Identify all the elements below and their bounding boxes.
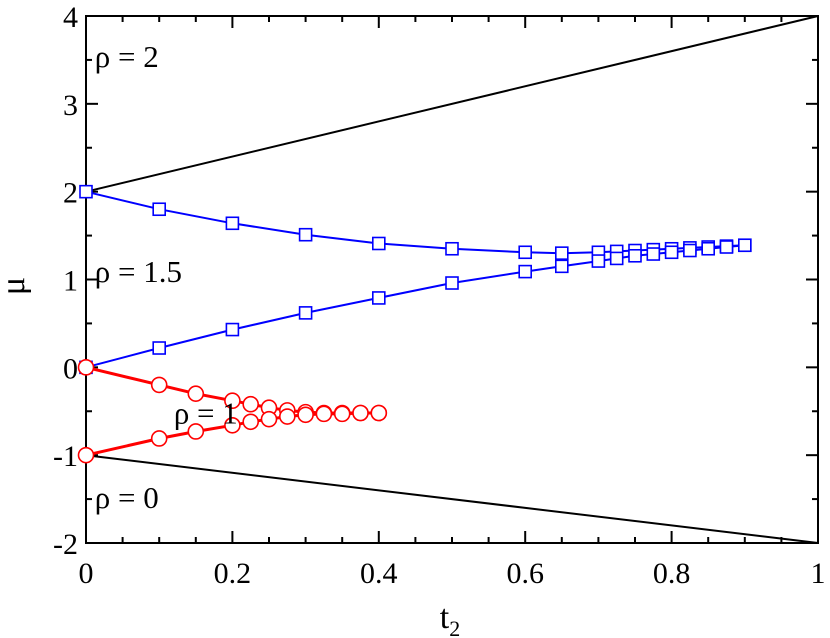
annotations: ρ = 2 ρ = 1.5 ρ = 1 ρ = 0 [95, 39, 238, 515]
data-point [242, 413, 259, 431]
region-label: ρ = 1.5 [95, 254, 182, 289]
data-point [242, 395, 259, 413]
data-point [701, 241, 716, 256]
data-point [518, 264, 533, 279]
x-axis-title-main: t [440, 599, 450, 636]
data-point [719, 240, 734, 254]
series-line [85, 454, 819, 544]
data-point [297, 406, 314, 424]
data-point [224, 392, 241, 410]
y-tick-label: -1 [53, 440, 78, 473]
data-point [315, 405, 333, 423]
data-point [664, 245, 679, 260]
data-point [445, 276, 459, 290]
data-point [152, 202, 166, 217]
series-layer [77, 15, 819, 544]
region-label: ρ = 1 [174, 396, 238, 431]
data-point [278, 408, 296, 425]
data-point [225, 322, 240, 337]
axis-ticks: 0 0.2 0.4 0.6 0.8 1 -2 -1 0 1 2 3 4 [53, 1, 826, 590]
x-tick-label: 0.6 [506, 557, 544, 590]
data-point [445, 241, 459, 256]
data-point [225, 216, 240, 231]
y-axis-title: μ [0, 277, 32, 295]
y-tick-label: 1 [63, 265, 78, 298]
x-tick-label: 0.4 [360, 557, 398, 590]
y-tick-label: 3 [63, 89, 78, 122]
y-tick-label: 2 [63, 177, 78, 210]
data-point [260, 410, 278, 428]
data-point [554, 259, 569, 274]
x-tick-label: 1 [811, 557, 826, 590]
series-3 [79, 238, 752, 375]
region-label: ρ = 2 [95, 39, 159, 74]
data-point [77, 446, 95, 464]
data-point [187, 423, 205, 440]
data-point [737, 238, 752, 253]
y-tick-label: -2 [53, 528, 78, 561]
series-5 [77, 404, 388, 464]
data-point [646, 247, 661, 261]
data-point [79, 184, 93, 199]
data-point [333, 405, 351, 423]
x-tick-label: 0 [79, 557, 94, 590]
data-point [371, 236, 386, 251]
data-point [298, 227, 313, 242]
x-tick-label: 0.2 [214, 557, 252, 590]
series-0 [85, 15, 819, 193]
data-point [554, 246, 569, 260]
x-tick-label: 0.8 [653, 557, 691, 590]
data-point [591, 254, 606, 268]
data-point [683, 243, 697, 258]
y-tick-label: 4 [63, 1, 78, 34]
x-axis-title: t2 [440, 599, 460, 638]
data-point [609, 251, 624, 266]
data-point [150, 430, 168, 447]
series-1 [85, 454, 819, 544]
data-point [518, 245, 533, 260]
y-tick-label: 0 [63, 352, 78, 385]
data-point [371, 291, 386, 305]
data-point [352, 404, 369, 422]
data-point [224, 417, 241, 434]
data-point [298, 306, 313, 320]
x-axis-title-sub: 2 [449, 616, 460, 638]
data-point [77, 359, 95, 376]
data-point [152, 341, 166, 355]
region-label: ρ = 0 [95, 480, 159, 515]
series-line [85, 15, 819, 193]
data-point [370, 404, 388, 422]
data-point [628, 248, 642, 263]
data-point [187, 385, 205, 402]
data-point [150, 376, 168, 394]
